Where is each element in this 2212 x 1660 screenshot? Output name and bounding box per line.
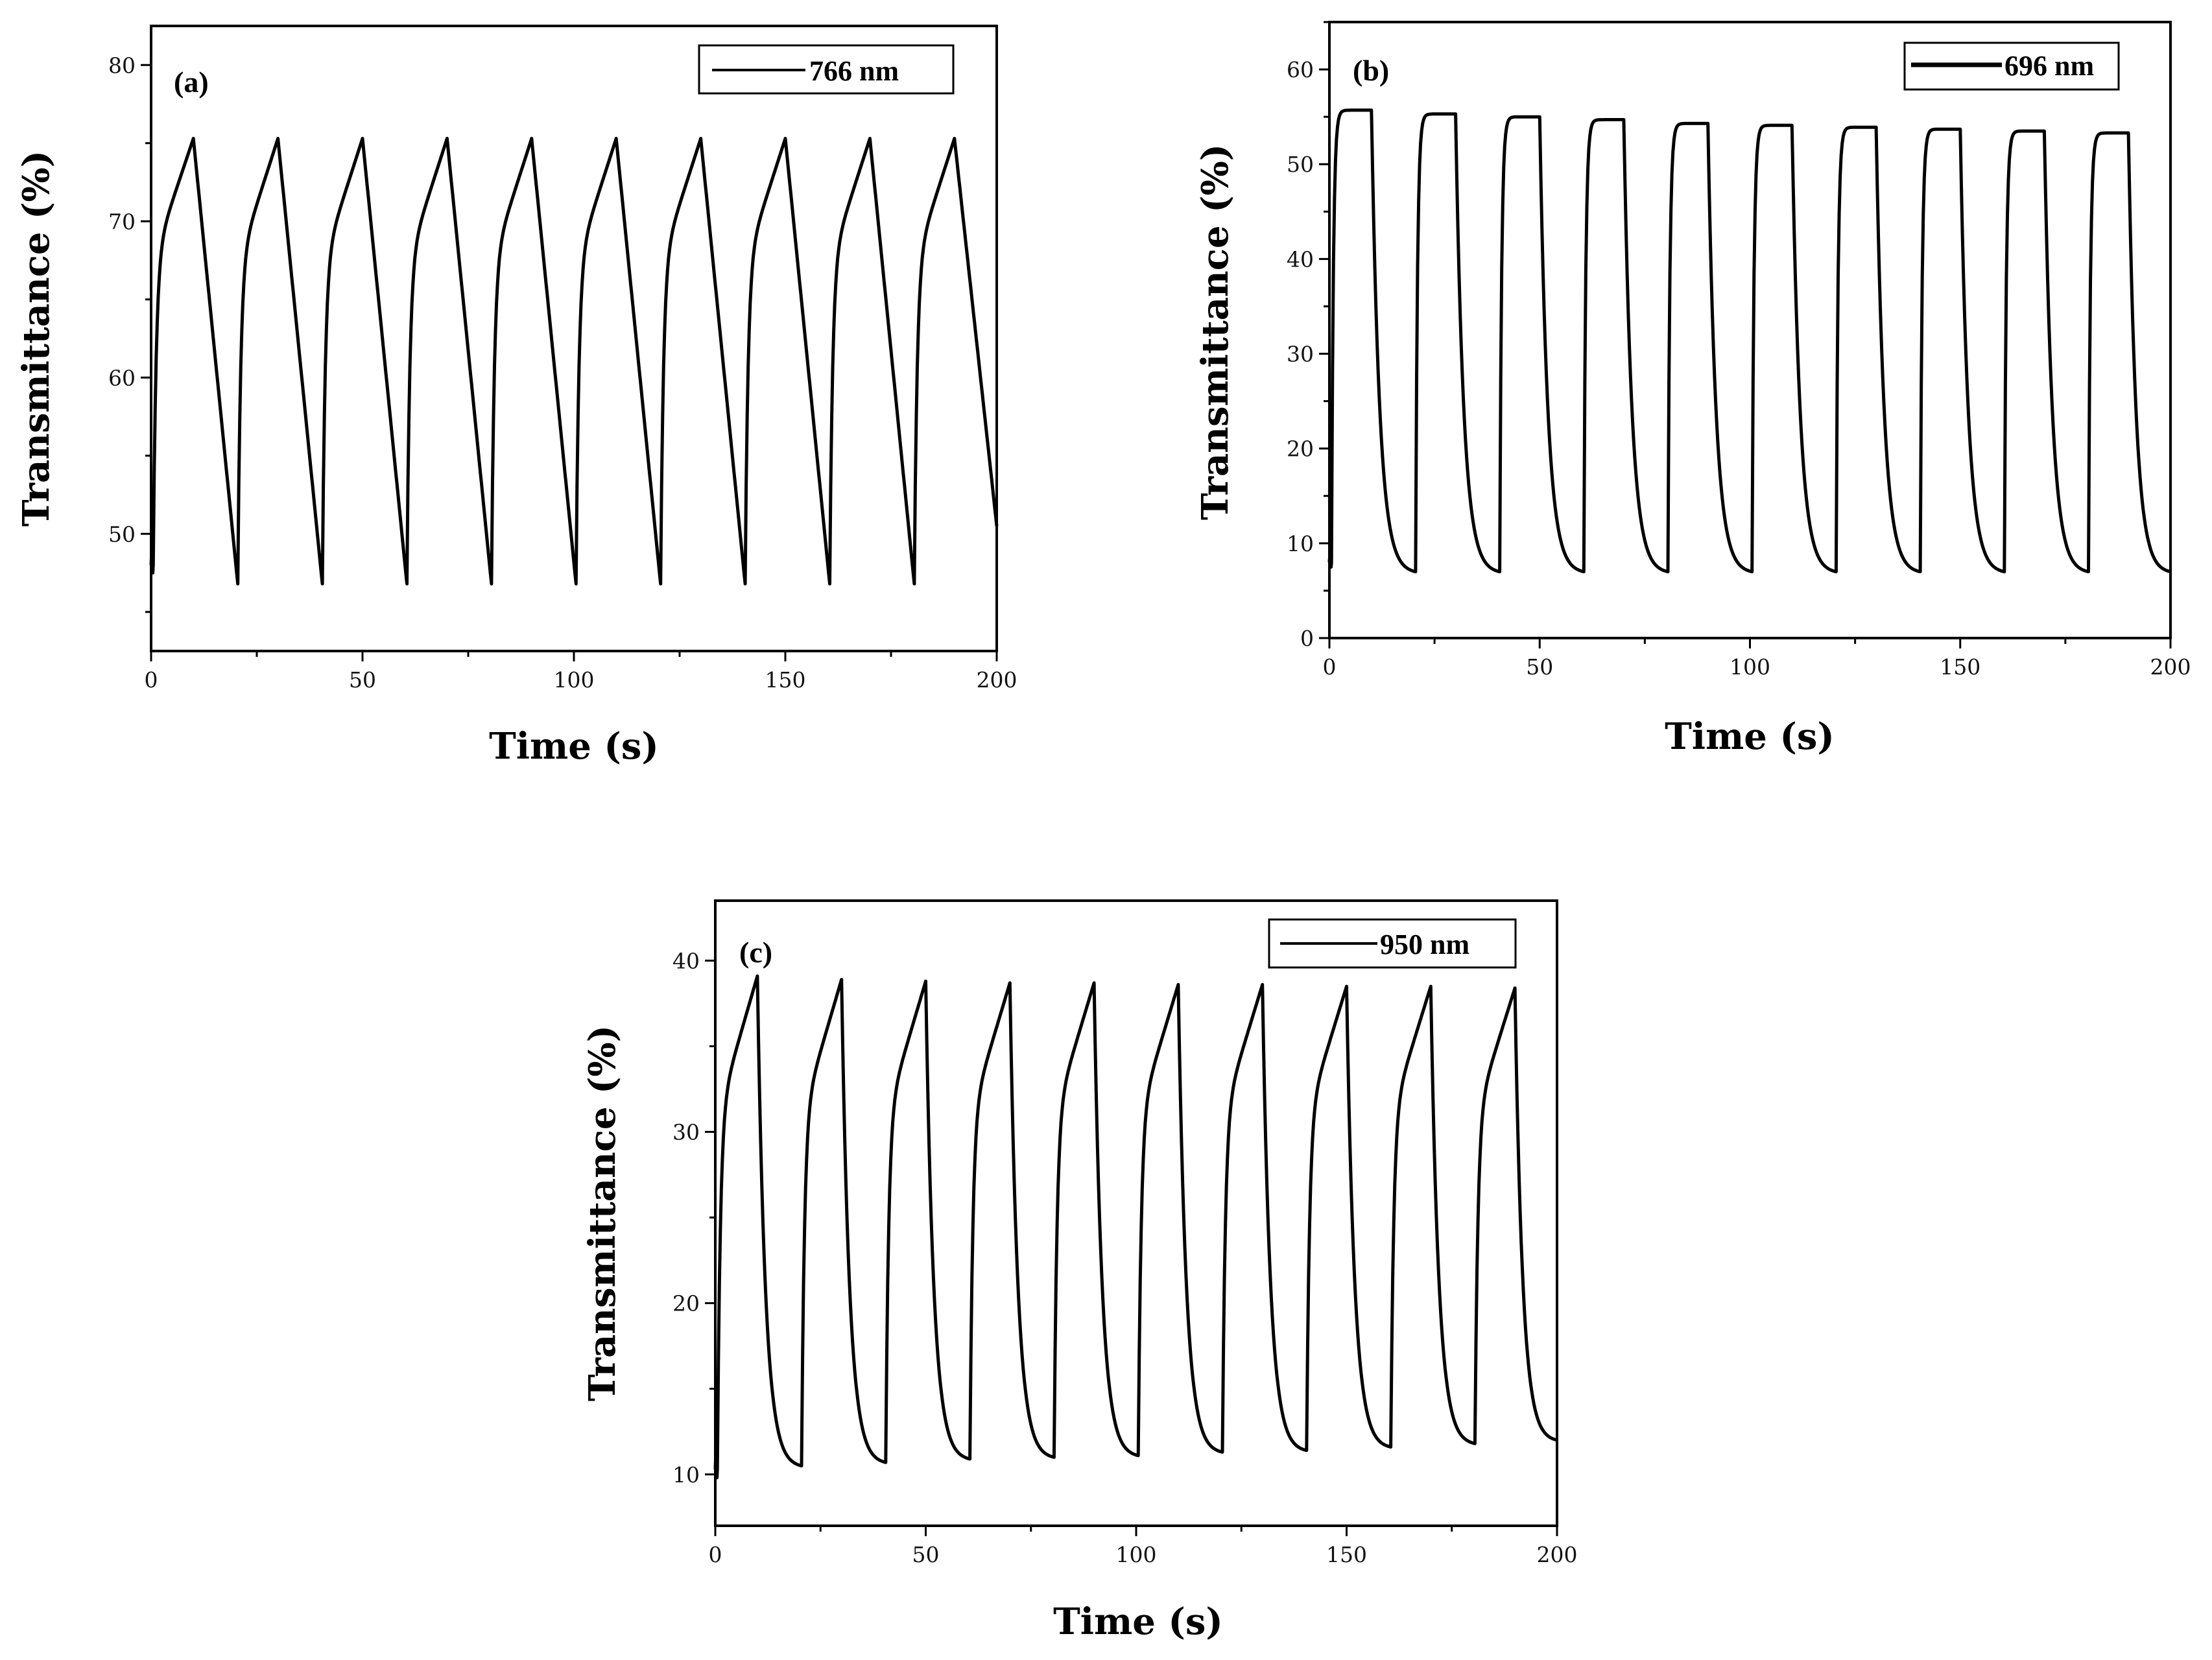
series-line — [1327, 108, 2171, 574]
legend-entry-label: 696 nm — [2004, 50, 2094, 82]
panel-label: (a) — [174, 65, 209, 99]
series-layer — [1327, 108, 2171, 574]
y-axis-title: Transmittance (%) — [15, 150, 58, 527]
y-tick-label: 60 — [1287, 57, 1314, 82]
y-axis-title: Transmittance (%) — [581, 1025, 624, 1401]
x-tick-label: 150 — [1326, 1542, 1367, 1567]
y-tick-label: 10 — [672, 1462, 700, 1488]
x-tick-label: 200 — [977, 667, 1017, 693]
x-tick-label: 150 — [765, 667, 806, 693]
x-tick-label: 50 — [912, 1542, 940, 1567]
x-tick-label: 200 — [2150, 654, 2191, 680]
legend: 950 nm — [1268, 918, 1517, 969]
series-layer — [149, 137, 999, 586]
x-axis-title: Time (s) — [1665, 715, 1835, 758]
y-tick-label: 0 — [1300, 626, 1314, 651]
y-tick-label: 60 — [108, 365, 136, 390]
x-tick-label: 50 — [1526, 654, 1553, 680]
y-tick-label: 10 — [1287, 531, 1314, 556]
y-tick-label: 50 — [1287, 152, 1314, 177]
x-tick-label: 150 — [1940, 654, 1980, 680]
x-tick-label: 200 — [1537, 1542, 1578, 1567]
y-tick-label: 50 — [108, 521, 136, 547]
y-tick-label: 20 — [672, 1291, 700, 1316]
y-tick-label: 40 — [1287, 246, 1314, 272]
legend: 696 nm — [1903, 42, 2120, 91]
x-axis-title: Time (s) — [489, 725, 659, 768]
y-tick-label: 80 — [108, 53, 136, 78]
x-axis-title: Time (s) — [1053, 1600, 1223, 1643]
axis-ticks: 0 50 100 150 200 10 20 30 40 — [672, 948, 1578, 1567]
y-axis-title: Transmittance (%) — [1194, 144, 1237, 520]
series-line — [149, 137, 999, 586]
series-line — [713, 974, 1558, 1480]
x-tick-label: 100 — [1730, 654, 1770, 680]
x-tick-label: 0 — [145, 667, 158, 693]
x-tick-label: 100 — [554, 667, 595, 693]
series-layer — [713, 974, 1558, 1480]
chart-panel-b: 0 50 100 150 200 0 10 20 30 40 50 60 (b) 696 nm Tim… — [1194, 21, 2191, 758]
x-tick-label: 50 — [349, 667, 376, 693]
y-tick-label: 70 — [108, 209, 136, 234]
legend: 766 nm — [698, 44, 955, 95]
x-tick-label: 100 — [1116, 1542, 1157, 1567]
axis-ticks: 0 50 100 150 200 0 10 20 30 40 50 60 — [1287, 21, 2191, 680]
panel-label: (b) — [1353, 54, 1389, 87]
legend-entry-label: 766 nm — [809, 55, 899, 87]
legend-entry-label: 950 nm — [1380, 929, 1469, 960]
panel-label: (c) — [739, 936, 772, 969]
chart-panel-c: 0 50 100 150 200 10 20 30 40 (c) 950 nm Time (s)… — [581, 899, 1578, 1643]
axis-ticks: 0 50 100 150 200 50 60 70 80 — [108, 53, 1017, 693]
y-tick-label: 30 — [1287, 342, 1314, 367]
y-tick-label: 30 — [672, 1120, 700, 1145]
y-tick-label: 20 — [1287, 436, 1314, 462]
x-tick-label: 0 — [1323, 654, 1337, 680]
y-tick-label: 40 — [672, 948, 700, 973]
chart-panel-a: 0 50 100 150 200 50 60 70 80 (a) 766 nm Time (s)… — [15, 25, 1017, 768]
x-tick-label: 0 — [709, 1542, 722, 1567]
